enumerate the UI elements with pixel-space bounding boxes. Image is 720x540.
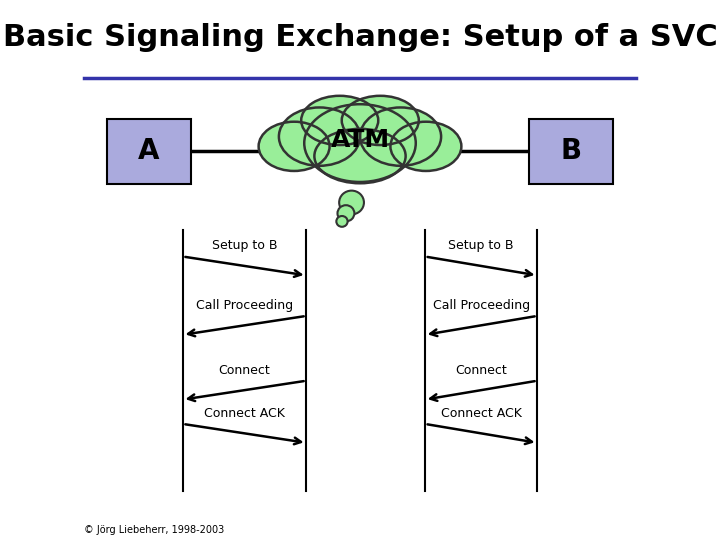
Text: Connect: Connect bbox=[219, 363, 271, 377]
FancyBboxPatch shape bbox=[107, 119, 191, 184]
Ellipse shape bbox=[338, 205, 354, 221]
Text: Connect: Connect bbox=[455, 363, 507, 377]
Text: Setup to B: Setup to B bbox=[212, 239, 277, 252]
Ellipse shape bbox=[360, 107, 441, 166]
Text: Call Proceeding: Call Proceeding bbox=[433, 299, 530, 312]
Text: B: B bbox=[561, 137, 582, 165]
Text: Call Proceeding: Call Proceeding bbox=[196, 299, 293, 312]
Ellipse shape bbox=[339, 191, 364, 214]
Ellipse shape bbox=[301, 96, 378, 145]
Text: Basic Signaling Exchange: Setup of a SVC: Basic Signaling Exchange: Setup of a SVC bbox=[3, 23, 717, 52]
Ellipse shape bbox=[279, 107, 360, 166]
Ellipse shape bbox=[315, 129, 405, 183]
Text: Setup to B: Setup to B bbox=[449, 239, 514, 252]
Ellipse shape bbox=[305, 104, 415, 182]
Ellipse shape bbox=[390, 122, 462, 171]
FancyBboxPatch shape bbox=[529, 119, 613, 184]
Text: © Jörg Liebeherr, 1998-2003: © Jörg Liebeherr, 1998-2003 bbox=[84, 524, 224, 535]
Text: Connect ACK: Connect ACK bbox=[204, 407, 285, 420]
Ellipse shape bbox=[342, 96, 419, 145]
Ellipse shape bbox=[258, 122, 330, 171]
Ellipse shape bbox=[336, 216, 348, 227]
Text: ATM: ATM bbox=[330, 129, 390, 152]
Text: Connect ACK: Connect ACK bbox=[441, 407, 521, 420]
Text: A: A bbox=[138, 137, 160, 165]
